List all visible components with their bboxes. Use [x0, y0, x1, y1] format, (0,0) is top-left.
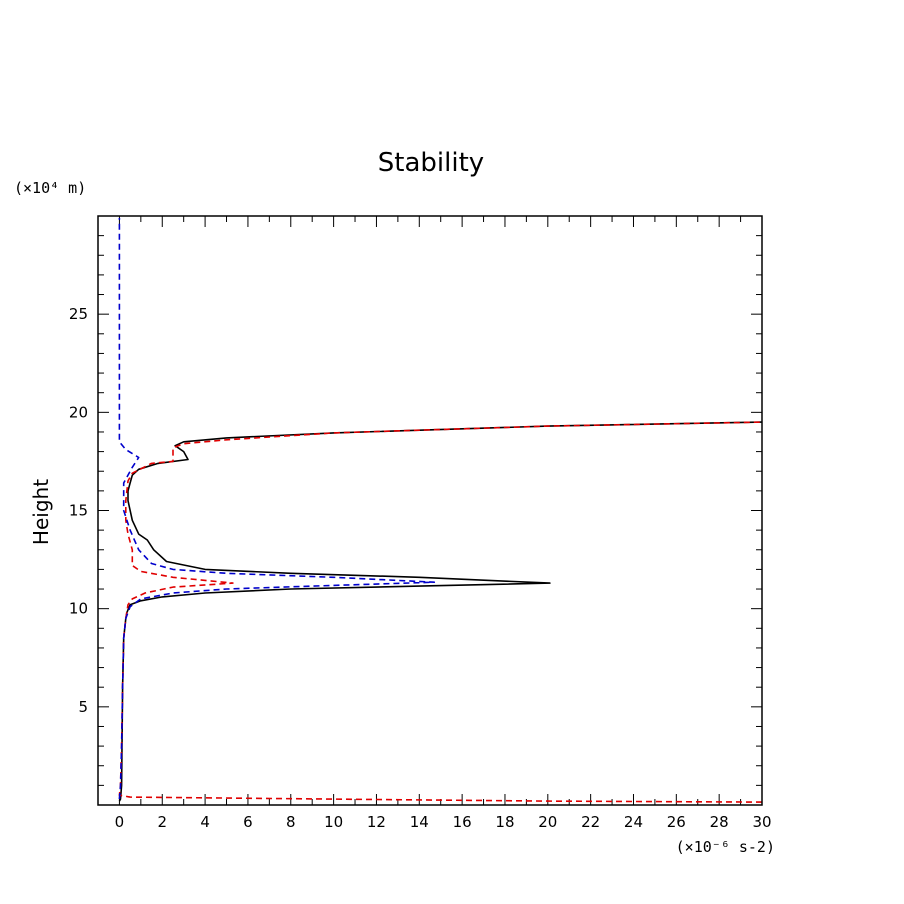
plot-frame [97, 215, 763, 806]
x-tick-label: 20 [538, 813, 557, 831]
series-line-red-dashed [118, 421, 762, 803]
x-tick-label: 28 [710, 813, 729, 831]
y-tick-label: 20 [69, 403, 88, 421]
x-tick-label: 10 [324, 813, 343, 831]
chart-title: Stability [378, 148, 484, 178]
y-tick-label: 5 [78, 698, 88, 716]
y-axis-unit-label: (×10⁴ m) [14, 179, 86, 197]
x-tick-label: 18 [495, 813, 514, 831]
series-layer [118, 218, 762, 803]
y-axis-label: Height [29, 479, 53, 545]
x-tick-label: 12 [367, 813, 386, 831]
y-tick-label: 15 [69, 502, 88, 520]
x-tick-label: 0 [115, 813, 125, 831]
x-tick-label: 2 [157, 813, 167, 831]
x-tick-label: 30 [752, 813, 771, 831]
y-tick-label: 25 [69, 305, 88, 323]
x-tick-label: 4 [200, 813, 210, 831]
x-tick-label: 14 [410, 813, 429, 831]
x-tick-label: 22 [581, 813, 600, 831]
x-tick-label: 6 [243, 813, 253, 831]
x-axis-unit-label: (×10⁻⁶ s-2) [676, 838, 775, 856]
x-tick-label: 26 [667, 813, 686, 831]
series-line-blue-dashed [118, 218, 436, 800]
y-tick-label: 10 [69, 600, 88, 618]
x-tick-label: 16 [453, 813, 472, 831]
x-tick-label: 24 [624, 813, 643, 831]
x-tick-label: 8 [286, 813, 296, 831]
axis-ticks [97, 215, 763, 806]
